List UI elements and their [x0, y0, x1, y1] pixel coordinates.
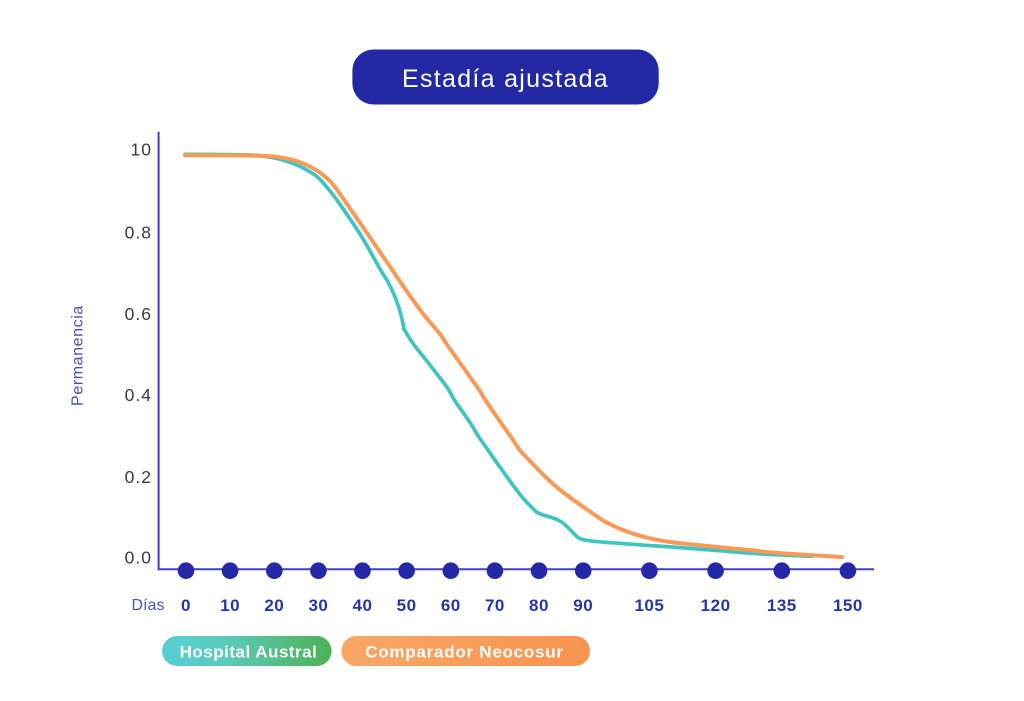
svg-text:60: 60: [441, 596, 461, 615]
svg-text:10: 10: [220, 596, 240, 615]
svg-text:120: 120: [701, 596, 731, 615]
svg-text:40: 40: [353, 596, 373, 615]
svg-text:Permanencia: Permanencia: [70, 305, 87, 406]
svg-text:30: 30: [308, 596, 328, 615]
svg-text:70: 70: [485, 596, 505, 615]
svg-text:0.0: 0.0: [125, 547, 152, 567]
svg-text:20: 20: [264, 596, 284, 615]
svg-text:Hospital Austral: Hospital Austral: [180, 643, 318, 662]
svg-text:0: 0: [181, 596, 191, 615]
svg-text:105: 105: [634, 596, 664, 615]
svg-text:0.4: 0.4: [125, 385, 152, 405]
svg-text:0.6: 0.6: [125, 304, 152, 324]
svg-text:90: 90: [573, 596, 593, 615]
svg-text:Días: Días: [132, 597, 165, 614]
svg-text:135: 135: [767, 596, 797, 615]
svg-text:0.2: 0.2: [125, 467, 152, 487]
svg-text:Comparador Neocosur: Comparador Neocosur: [365, 643, 563, 662]
svg-text:10: 10: [131, 140, 152, 160]
svg-text:Estadía ajustada: Estadía ajustada: [402, 65, 609, 93]
svg-text:0.8: 0.8: [125, 223, 152, 243]
svg-text:150: 150: [833, 596, 863, 615]
svg-text:80: 80: [529, 596, 549, 615]
svg-text:50: 50: [397, 596, 417, 615]
